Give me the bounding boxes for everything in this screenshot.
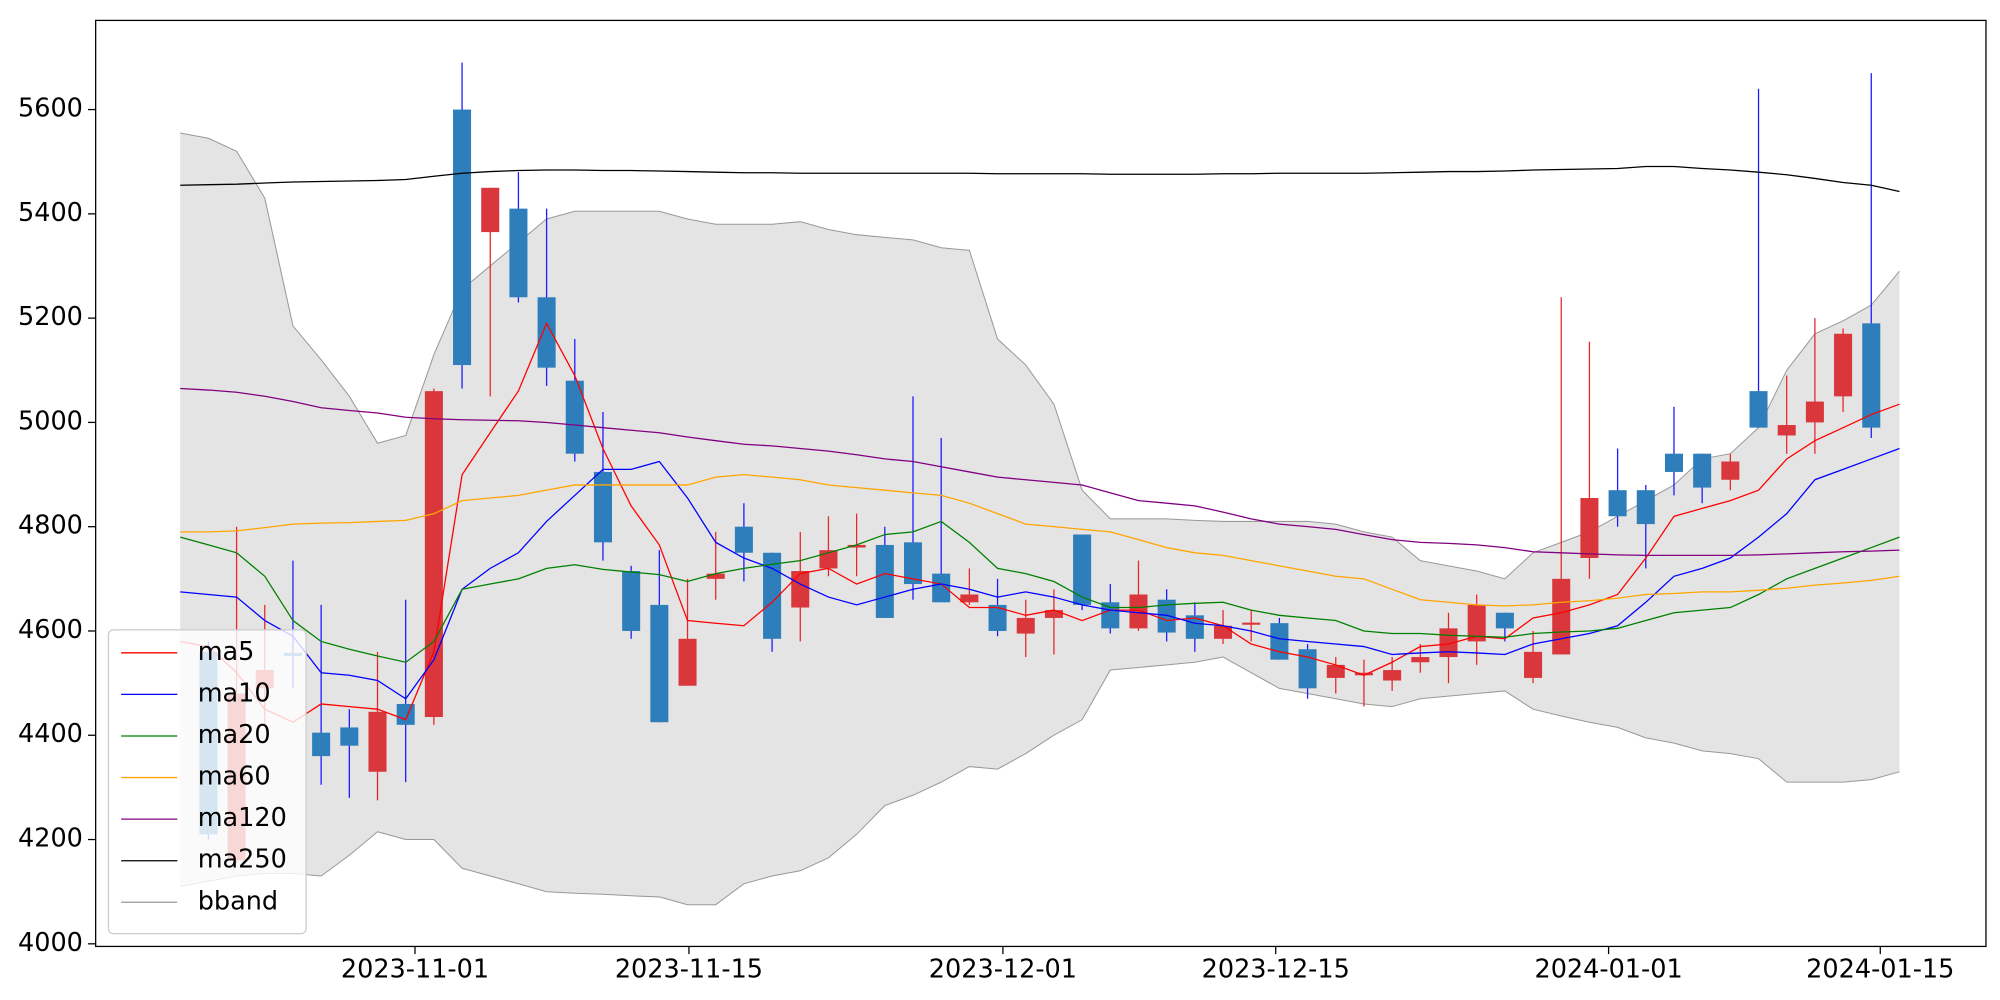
candle-body	[1467, 604, 1486, 642]
candle-body	[960, 594, 979, 603]
candle-body	[1834, 333, 1853, 397]
candle-body	[1524, 651, 1543, 678]
candle-body	[1044, 610, 1063, 618]
ma-line	[180, 387, 1900, 556]
y-tick-label: 5000	[18, 406, 83, 436]
x-tick-label: 2023-11-15	[615, 955, 763, 985]
x-tick-label: 2024-01-15	[1806, 955, 1954, 985]
candle-body	[1862, 323, 1881, 428]
x-tick-label: 2024-01-01	[1534, 955, 1682, 985]
candle-body	[565, 380, 584, 454]
candle-body	[791, 571, 810, 608]
candle-body	[1129, 594, 1148, 629]
y-tick-label: 4800	[18, 511, 83, 541]
candle-body	[312, 732, 331, 757]
candle-body	[453, 109, 472, 366]
ma-line	[180, 473, 1900, 607]
candle-body	[1101, 602, 1120, 629]
y-tick-label: 5200	[18, 302, 83, 332]
candle-body	[1354, 672, 1373, 676]
candle-body	[340, 727, 359, 746]
candle-body	[396, 703, 415, 725]
candle-body	[903, 542, 923, 585]
ma-line	[180, 447, 1900, 700]
legend-label: ma120	[198, 803, 287, 833]
candle-body	[847, 544, 866, 548]
candle-body	[1608, 490, 1627, 517]
candle-body	[1185, 615, 1204, 639]
candle-body	[763, 552, 782, 639]
ma-line	[180, 520, 1900, 663]
legend: ma5 ma10 ma20 ma60 ma120 ma250 bband	[107, 629, 307, 935]
bband-area	[180, 133, 1900, 905]
x-tick-label: 2023-12-15	[1202, 955, 1350, 985]
legend-label: ma5	[198, 637, 255, 667]
candle-body	[593, 471, 612, 543]
candle-body	[988, 604, 1007, 631]
candle-body	[1270, 623, 1289, 660]
candle-body	[1383, 670, 1402, 681]
x-tick-label: 2023-11-01	[341, 955, 489, 985]
candle-body	[1411, 657, 1430, 663]
y-tick-label: 5400	[18, 198, 83, 228]
candle-body	[875, 544, 894, 618]
bband-lower	[180, 656, 1900, 906]
candle-body	[1214, 625, 1233, 639]
ma-line	[180, 165, 1900, 193]
candle-body	[424, 391, 443, 718]
candle-body	[481, 187, 500, 233]
y-tick-label: 4000	[18, 928, 83, 958]
candle-body	[1777, 425, 1796, 436]
candle-body	[509, 208, 528, 298]
candle-body	[1298, 649, 1317, 689]
legend-label: ma20	[198, 720, 271, 750]
ma-line	[180, 321, 1900, 723]
candle-body	[1580, 498, 1599, 558]
candle-body	[1016, 617, 1035, 634]
legend-label: ma60	[198, 762, 271, 792]
plot-frame	[95, 19, 1987, 948]
y-tick-label: 4200	[18, 824, 83, 854]
candle-body	[650, 604, 669, 723]
y-tick-label: 4400	[18, 719, 83, 749]
candle-body	[1693, 453, 1712, 488]
candle-body	[678, 638, 697, 686]
candle-body	[932, 573, 951, 603]
legend-label: bband	[198, 886, 278, 916]
candle-body	[1721, 461, 1740, 480]
y-tick-label: 4600	[18, 615, 83, 645]
candle-body	[1495, 612, 1514, 629]
candle-body	[1636, 490, 1655, 525]
candle-body	[1073, 534, 1092, 605]
y-tick-label: 5600	[18, 94, 83, 124]
candle-body	[537, 297, 556, 368]
candle-body	[622, 571, 641, 631]
legend-label: ma10	[198, 678, 271, 708]
candle-body	[1326, 664, 1345, 678]
candle-body	[1749, 391, 1768, 428]
legend-label: ma250	[198, 845, 287, 875]
candle-body	[1805, 401, 1824, 423]
candle-body	[706, 573, 725, 579]
candle-body	[1242, 622, 1261, 625]
x-tick-label: 2023-12-01	[929, 955, 1077, 985]
candle-body	[1664, 453, 1683, 472]
candle-body	[1157, 599, 1176, 633]
candle-body	[1552, 578, 1571, 655]
legend-box	[107, 629, 307, 935]
candle-body	[368, 711, 387, 772]
candle-body	[819, 550, 838, 569]
candle-body	[734, 526, 753, 553]
